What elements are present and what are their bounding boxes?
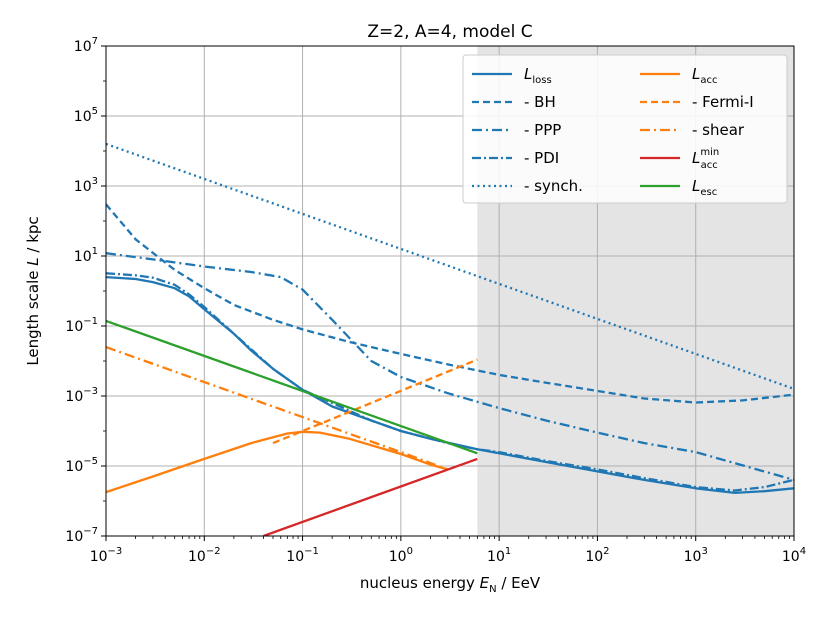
series-l-esc	[106, 319, 478, 455]
series-ppp	[106, 252, 794, 482]
legend-label-text: - PPP	[524, 121, 561, 139]
legend-label-text: - shear	[692, 121, 745, 139]
series-layer	[106, 142, 794, 536]
x-tick-label: 104	[782, 546, 806, 565]
y-tick-base: 10	[65, 389, 83, 405]
legend-label: - PDI	[524, 149, 559, 167]
y-tick-exp: −3	[83, 386, 98, 397]
legend-label-text: L	[692, 149, 700, 167]
y-tick-label: 10−7	[65, 526, 98, 545]
legend-label-text: - synch.	[524, 177, 583, 195]
y-tick-base: 10	[65, 459, 83, 475]
y-tick-base: 10	[74, 179, 92, 195]
legend-label: - Fermi-I	[692, 93, 754, 111]
y-tick-label: 103	[74, 176, 98, 195]
legend-label: - BH	[524, 93, 556, 111]
series-synch	[106, 142, 794, 390]
y-tick-base: 10	[65, 319, 83, 335]
y-tick-exp: 5	[92, 106, 98, 117]
x-tick-label: 10−1	[286, 546, 319, 565]
legend-label: - synch.	[524, 177, 583, 195]
legend-label: - PPP	[524, 121, 561, 139]
y-axis-label: Length scale L / kpc	[24, 216, 42, 365]
x-tick-exp: 2	[603, 546, 609, 557]
x-tick-exp: 1	[505, 546, 511, 557]
y-tick-base: 10	[74, 249, 92, 265]
y-tick-exp: −5	[83, 456, 98, 467]
legend: Lloss - BH - PPP - PDI - synch. Lacc - Fermi-I…	[462, 54, 788, 204]
legend-label: Lesc	[692, 177, 717, 198]
y-tick-exp: 7	[92, 36, 98, 47]
axis-ticks: 10−3 10−2 10−1 100 101 102 103 10410−710−510−31…	[65, 36, 806, 565]
x-tick-base: 10	[782, 549, 800, 565]
x-tick-base: 10	[90, 549, 108, 565]
x-tick-base: 10	[188, 549, 206, 565]
x-tick-exp: −3	[108, 546, 123, 557]
series-l-acc	[106, 430, 449, 494]
x-tick-label: 10−2	[188, 546, 221, 565]
x-tick-exp: 0	[407, 546, 413, 557]
x-tick-label: 10−3	[90, 546, 123, 565]
x-tick-label: 102	[585, 546, 609, 565]
y-tick-label: 10−3	[65, 386, 98, 405]
legend-label: Lacc	[692, 65, 717, 86]
series-l-acc-min	[263, 457, 478, 536]
legend-box	[462, 54, 788, 204]
legend-label-text: L	[524, 65, 532, 83]
x-tick-label: 103	[684, 546, 708, 565]
series-fermi-i	[272, 358, 478, 445]
x-tick-base: 10	[389, 549, 407, 565]
y-tick-label: 10−5	[65, 456, 98, 475]
y-tick-label: 107	[74, 36, 98, 55]
legend-label-text: - BH	[524, 93, 556, 111]
legend-label: Lloss	[524, 65, 552, 86]
x-tick-exp: 4	[800, 546, 806, 557]
legend-label-sub: acc	[701, 160, 718, 171]
legend-label-text: L	[692, 177, 700, 195]
x-tick-label: 100	[389, 546, 413, 565]
x-tick-exp: −1	[304, 546, 319, 557]
legend-label-sub: loss	[532, 75, 551, 86]
x-tick-base: 10	[286, 549, 304, 565]
legend-label-sup: min	[700, 147, 719, 158]
legend-label-text: - Fermi-I	[692, 93, 754, 111]
x-axis-label: nucleus energy EN / EeV	[360, 574, 541, 595]
legend-label-text: - PDI	[524, 149, 559, 167]
y-tick-exp: 1	[92, 246, 98, 257]
y-tick-label: 10−1	[65, 316, 98, 335]
y-tick-exp: −7	[83, 526, 98, 537]
x-tick-exp: 3	[701, 546, 707, 557]
y-tick-label: 105	[74, 106, 98, 125]
legend-label: Lmin acc	[692, 147, 719, 171]
y-tick-base: 10	[74, 39, 92, 55]
chart-title: Z=2, A=4, model C	[367, 22, 532, 42]
legend-label-sub: esc	[700, 187, 717, 198]
legend-label: - shear	[692, 121, 745, 139]
x-tick-base: 10	[585, 549, 603, 565]
y-tick-base: 10	[65, 529, 83, 545]
x-tick-exp: −2	[206, 546, 221, 557]
y-tick-label: 101	[74, 246, 98, 265]
x-tick-base: 10	[684, 549, 702, 565]
x-tick-label: 101	[487, 546, 511, 565]
series-shear	[106, 346, 449, 471]
x-tick-base: 10	[487, 549, 505, 565]
y-tick-exp: −1	[83, 316, 98, 327]
series-pdi	[106, 272, 794, 492]
legend-label-text: L	[692, 65, 700, 83]
legend-label-sub: acc	[700, 75, 717, 86]
y-tick-base: 10	[74, 109, 92, 125]
y-tick-exp: 3	[92, 176, 98, 187]
